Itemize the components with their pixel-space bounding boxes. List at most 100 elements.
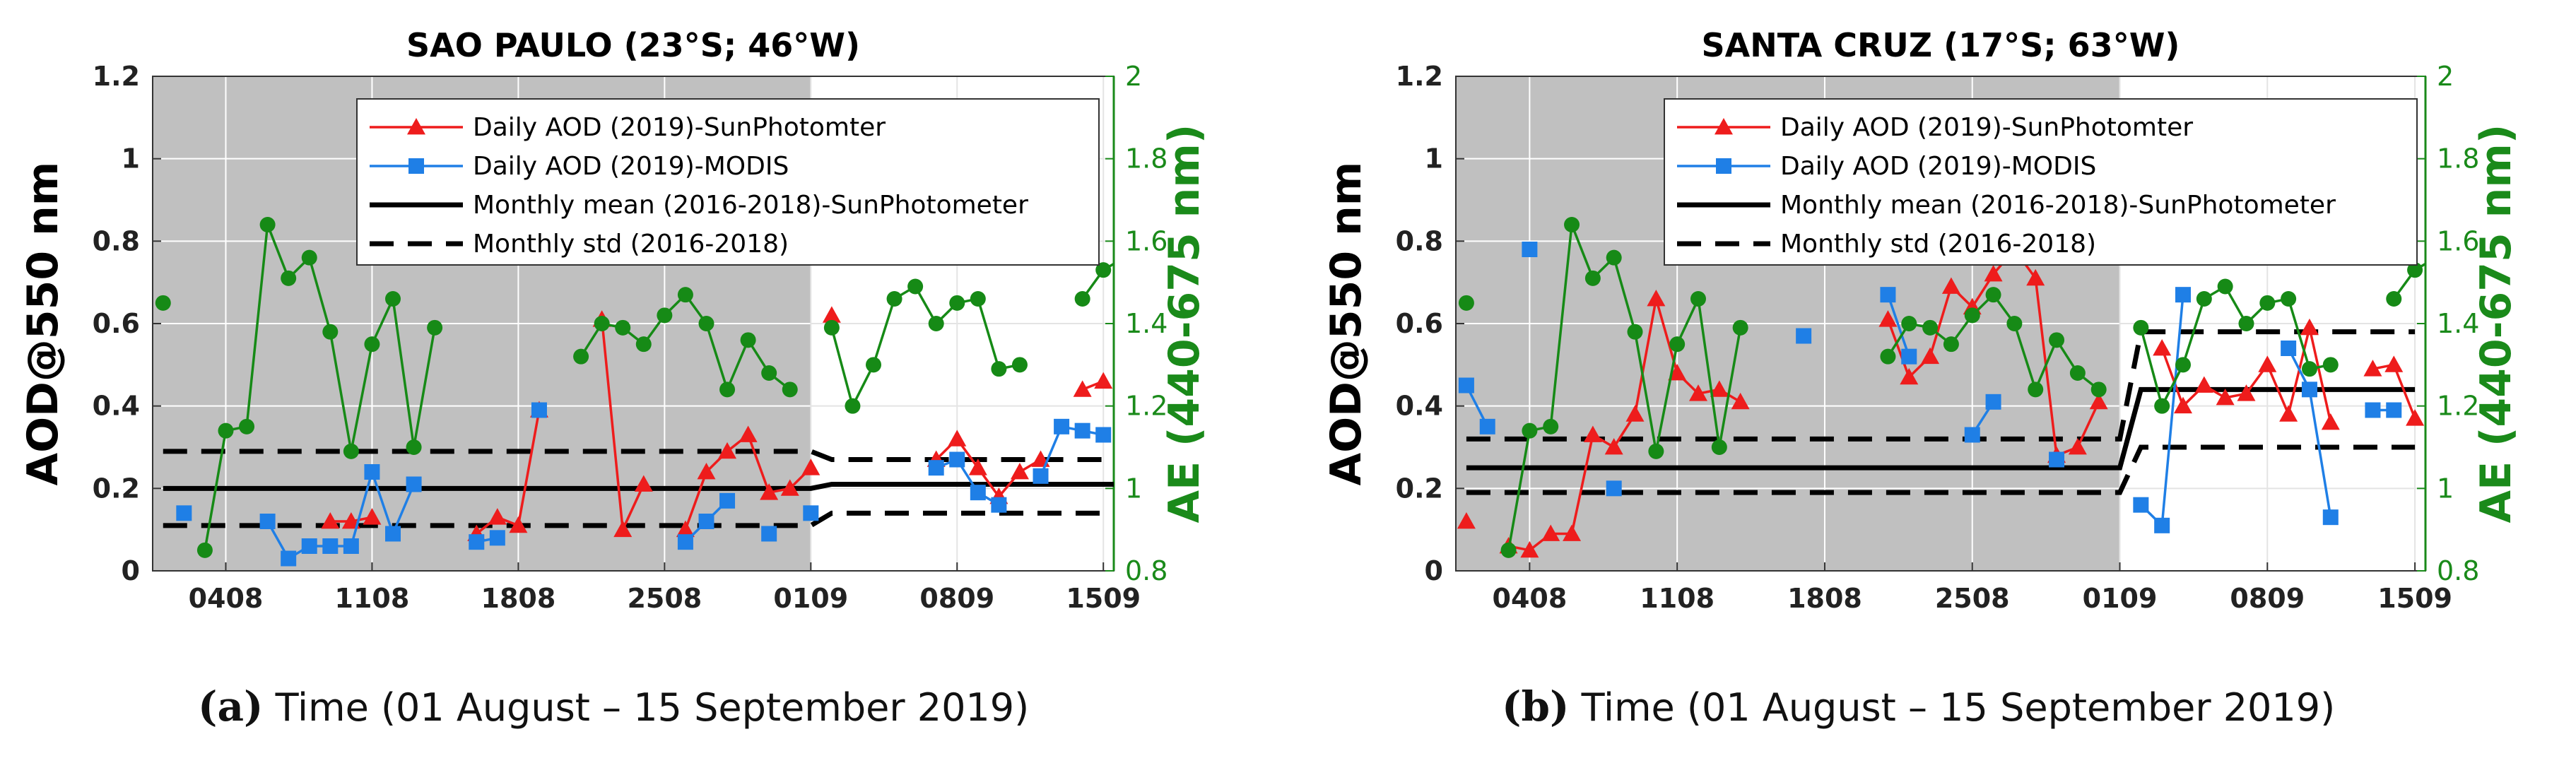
modis-point (803, 505, 819, 521)
sunphotometer-point (2194, 376, 2213, 393)
ae-point (573, 348, 589, 365)
sunphotometer-series-line (476, 410, 541, 535)
monthly-mean-line (163, 482, 1114, 491)
legend-marker-modis (408, 158, 424, 174)
legend-marker-sunphotometer (407, 118, 425, 135)
x-tick-label: 0809 (919, 583, 994, 614)
sunphotometer-point (2406, 409, 2425, 426)
modis-point (364, 464, 380, 480)
y2-tick-label: 1.2 (2437, 391, 2479, 422)
modis-point (259, 514, 276, 529)
sunphotometer-point (1520, 540, 1539, 558)
x-tick-label: 0809 (2230, 583, 2305, 614)
x-tick-label: 0109 (773, 583, 848, 614)
chart-santa-cruz: SANTA CRUZ (17°S; 63°W) 0 0.2 0.4 0.6 0.8 1 1.2… (1322, 26, 2521, 731)
modis-point (176, 505, 192, 521)
modis-point (949, 451, 965, 468)
x-tick-label: 2508 (627, 583, 702, 614)
caption-text: Time (01 August – 15 September 2019) (263, 685, 1029, 730)
modis-point (2322, 509, 2339, 526)
modis-series-line (1039, 425, 1104, 477)
ae-point (1690, 291, 1706, 307)
ae-point (1074, 291, 1090, 307)
modis-point (2281, 341, 2297, 356)
ae-point (1985, 287, 2001, 303)
ae-point (1011, 357, 1028, 373)
ae-point (2217, 278, 2233, 295)
y2-tick-label: 1 (1125, 473, 1142, 504)
sunphotometer-point (2363, 360, 2382, 377)
sunphotometer-point (1710, 380, 1729, 397)
y-tick-label: 0.6 (93, 308, 140, 339)
sunphotometer-point (1541, 524, 1560, 541)
sunphotometer-point (1625, 405, 1645, 422)
y2-tick-label: 2 (2437, 61, 2454, 92)
sunphotometer-point (697, 463, 716, 480)
sunphotometer-point (2300, 318, 2319, 336)
sunphotometer-point (2279, 405, 2298, 422)
ae-point (845, 398, 861, 414)
ae-point (1943, 336, 1959, 353)
modis-point (489, 530, 505, 546)
modis-point (1458, 377, 1474, 394)
sunphotometer-point (613, 520, 633, 538)
legend: Daily AOD (2019)-SunPhotomter Daily AOD (… (356, 98, 1100, 266)
modis-point (1054, 418, 1070, 434)
ae-point (2154, 398, 2170, 414)
ae-point (698, 316, 714, 331)
sunphotometer-point (634, 475, 653, 492)
ae-point (2090, 382, 2107, 398)
ae-point (2281, 291, 2297, 307)
ae-point (1458, 295, 1474, 311)
ae-point (1522, 422, 1538, 439)
ae-point (949, 295, 965, 311)
modis-series-line (936, 458, 1000, 507)
y2-tick-label: 1.6 (2437, 225, 2479, 256)
ae-point (2386, 291, 2402, 307)
ae-point (218, 422, 234, 439)
ae-point (196, 542, 213, 558)
sunphotometer-point (822, 306, 841, 323)
sunphotometer-point (2026, 268, 2045, 286)
caption-letter: (a) (198, 682, 263, 731)
sunphotometer-point (1878, 310, 1898, 327)
ae-point (322, 324, 339, 340)
ae-point (1732, 319, 1748, 336)
ae-point (281, 270, 297, 286)
ae-point (2407, 262, 2423, 278)
modis-point (719, 492, 736, 509)
ae-point (657, 307, 673, 324)
modis-point (761, 526, 777, 542)
modis-point (677, 534, 693, 550)
modis-point (2175, 287, 2191, 303)
sunphotometer-point (488, 508, 507, 525)
modis-point (698, 514, 714, 529)
sunphotometer-point (1668, 364, 1687, 381)
modis-point (2049, 451, 2065, 468)
sunphotometer-point (2216, 389, 2235, 406)
sunphotometer-point (718, 442, 737, 459)
modis-point (1033, 468, 1049, 484)
figure-caption: (a) Time (01 August – 15 September 2019) (198, 682, 1029, 731)
y2-tick-label: 1.6 (1125, 225, 1168, 256)
x-tick-label: 1108 (335, 583, 410, 614)
modis-point (385, 526, 401, 542)
sunphotometer-point (2174, 396, 2192, 414)
modis-point (1074, 422, 1090, 439)
ae-point (2259, 295, 2276, 311)
sunphotometer-point (1010, 463, 1029, 480)
sunphotometer-point (2384, 355, 2404, 372)
modis-point (2154, 517, 2170, 533)
x-tick-label: 1509 (1066, 583, 1141, 614)
sunphotometer-point (1921, 347, 1940, 365)
sunphotometer-point (968, 459, 987, 475)
modis-point (2365, 402, 2381, 418)
modis-point (469, 534, 485, 550)
y-tick-label: 0 (122, 555, 140, 586)
ae-point (677, 287, 693, 303)
ae-point (823, 319, 840, 336)
modis-point (1095, 427, 1112, 443)
ae-point (1584, 270, 1601, 286)
sunphotometer-point (1583, 425, 1602, 442)
